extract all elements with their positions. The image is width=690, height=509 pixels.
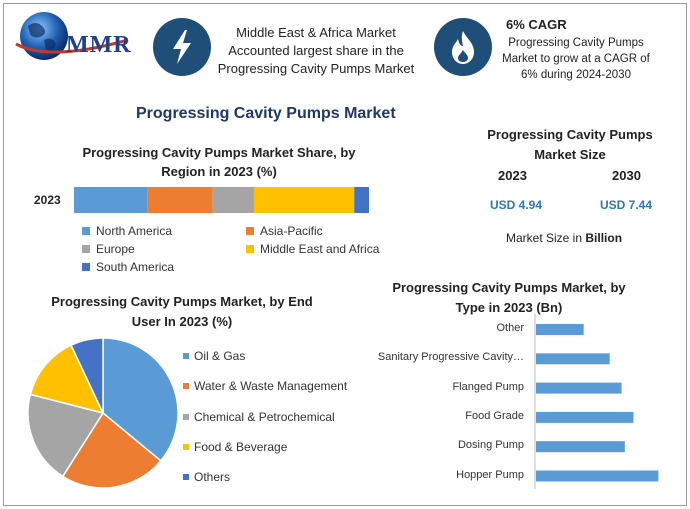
region-bar-segment-north-america xyxy=(74,187,148,213)
type-bar-label: Other xyxy=(496,322,524,334)
legend-label: South America xyxy=(96,260,175,274)
type-chart-title: Progressing Cavity Pumps Market, by Type… xyxy=(392,280,626,315)
market-size-note: Market Size in Billion xyxy=(506,231,622,245)
legend-label: Chemical & Petrochemical xyxy=(194,410,335,424)
legend-label: Asia-Pacific xyxy=(260,224,323,238)
type-bar-chart xyxy=(534,314,659,489)
legend-item-europe: Europe xyxy=(82,242,135,256)
end-user-pie-chart xyxy=(27,337,179,489)
legend-item-south-america: South America xyxy=(82,260,174,274)
legend-item-chemical: Chemical & Petrochemical xyxy=(183,410,335,424)
lightning-icon xyxy=(153,18,211,76)
legend-label: Middle East and Africa xyxy=(260,242,380,256)
pie-slice-water-waste-management xyxy=(61,411,162,489)
legend-swatch xyxy=(183,474,189,480)
cagr-text: Progressing Cavity Pumps Market to grow … xyxy=(502,37,650,81)
end-user-chart-title: Progressing Cavity Pumps Market, by End … xyxy=(51,294,313,329)
type-bar-label: Flanged Pump xyxy=(452,380,524,393)
cagr-title: 6% CAGR xyxy=(506,17,567,32)
market-size-year-2030: 2030 xyxy=(612,168,641,183)
market-size-value-2023: USD 4.94 xyxy=(490,198,543,212)
legend-label: Food & Beverage xyxy=(194,440,288,454)
region-chart-year-label: 2023 xyxy=(34,193,61,207)
market-size-title: Progressing Cavity Pumps Market Size xyxy=(487,127,653,162)
flame-icon xyxy=(434,18,492,76)
legend-label: Others xyxy=(194,470,231,484)
type-bar-dosing-pump xyxy=(536,441,625,453)
market-size-value-2030: USD 7.44 xyxy=(600,198,653,212)
logo: MMR xyxy=(10,10,140,66)
region-chart-title: Progressing Cavity Pumps Market Share, b… xyxy=(82,145,356,179)
legend-swatch xyxy=(82,245,90,253)
legend-item-others: Others xyxy=(183,470,230,484)
pie-slice-chemical-petrochemical xyxy=(27,393,105,478)
legend-item-middle-east-africa: Middle East and Africa xyxy=(246,242,379,256)
type-bar-hopper-pump xyxy=(536,470,659,482)
type-bar-label: Hopper Pump xyxy=(456,468,524,481)
globe-icon xyxy=(15,12,129,60)
market-size-note-unit: Billion xyxy=(585,231,623,245)
legend-swatch xyxy=(246,227,254,235)
page-title: Progressing Cavity Pumps Market xyxy=(136,105,396,122)
legend-swatch xyxy=(183,444,189,450)
legend-label: North America xyxy=(96,224,173,238)
type-bar-food-grade xyxy=(536,411,634,423)
region-stacked-bar-chart xyxy=(74,187,369,213)
legend-swatch xyxy=(183,414,189,420)
type-bar-other xyxy=(536,324,584,335)
type-bar-flanged-pump xyxy=(536,382,622,394)
region-bar-segment-asia-pacific xyxy=(147,187,213,213)
legend-swatch xyxy=(82,227,90,235)
legend-item-water-waste: Water & Waste Management xyxy=(183,379,347,393)
infographic-frame xyxy=(3,3,687,506)
legend-swatch xyxy=(183,353,189,359)
legend-item-north-america: North America xyxy=(82,224,172,238)
type-bar-label: Sanitary Progressive Cavity… xyxy=(377,351,524,364)
legend-swatch xyxy=(82,263,90,271)
type-bar-label: Food Grade xyxy=(465,409,524,422)
region-bar-segment-south-america xyxy=(354,187,369,213)
market-size-note-prefix: Market Size in xyxy=(506,231,586,245)
legend-item-food-beverage: Food & Beverage xyxy=(183,440,287,454)
region-bar-segment-europe xyxy=(212,187,254,213)
region-highlight-text: Middle East & Africa Market Accounted la… xyxy=(217,25,415,76)
legend-swatch xyxy=(183,383,189,389)
legend-item-oil-gas: Oil & Gas xyxy=(183,349,245,363)
pie-slice-oil-gas xyxy=(102,337,179,462)
pie-slice-food-beverage xyxy=(29,344,105,415)
market-size-year-2023: 2023 xyxy=(498,168,527,183)
pie-slice-others xyxy=(70,337,104,414)
type-bar-label: Dosing Pump xyxy=(457,439,524,452)
logo-text: MMR xyxy=(66,32,132,58)
legend-label: Oil & Gas xyxy=(194,349,246,363)
legend-item-asia-pacific: Asia-Pacific xyxy=(246,224,323,238)
legend-swatch xyxy=(246,245,254,253)
legend-label: Water & Waste Management xyxy=(194,379,348,393)
region-bar-segment-middle-east-and-africa xyxy=(253,187,355,213)
legend-label: Europe xyxy=(96,242,135,256)
type-bar-sanitary-progressive-cavity- xyxy=(536,353,610,365)
